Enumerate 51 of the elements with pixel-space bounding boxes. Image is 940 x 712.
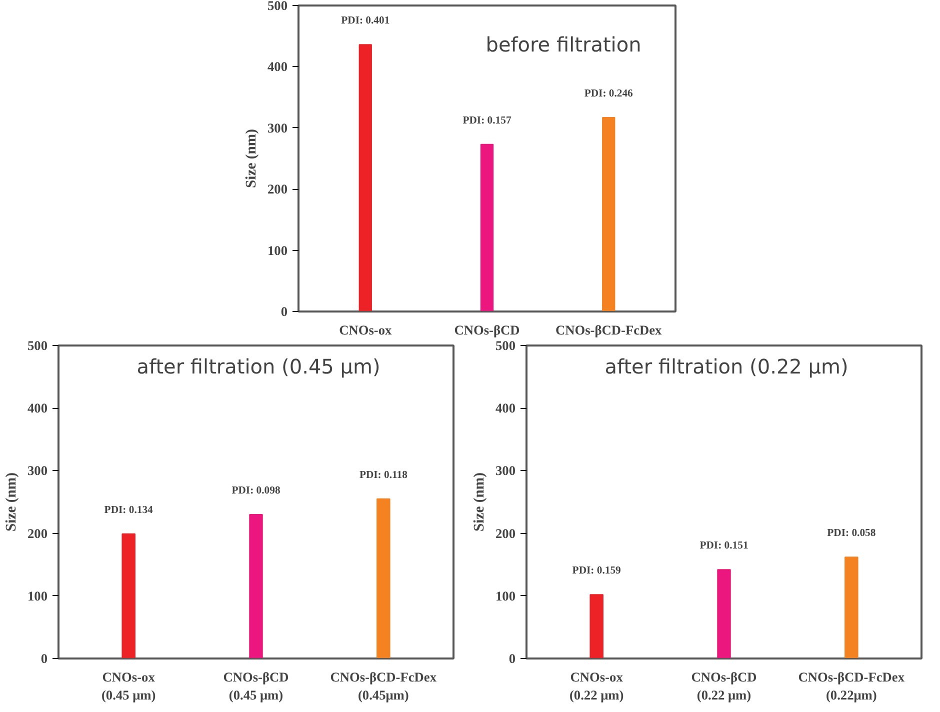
bar — [717, 569, 731, 658]
y-axis-title: Size (nm) — [244, 128, 260, 188]
annotation: PDI: 0.098 — [232, 486, 280, 497]
y-tick-label: 500 — [496, 338, 516, 353]
y-tick-label: 500 — [268, 0, 288, 13]
y-tick-label: 0 — [508, 651, 516, 666]
bar — [122, 533, 136, 658]
text: after filtration (0.22 μm) — [604, 354, 848, 378]
bar — [480, 144, 494, 312]
x-tick-label: CNOs-βCD (0.22 μm) — [691, 670, 757, 702]
y-tick-label: 500 — [28, 338, 48, 353]
y-tick-label: 0 — [280, 304, 288, 319]
y-tick-label: 300 — [28, 463, 48, 478]
x-tick-label: CNOs-βCD — [454, 322, 520, 338]
y-tick-label: 300 — [496, 463, 516, 478]
bar — [844, 556, 858, 658]
y-tick-label: 200 — [496, 526, 516, 541]
annotation: PDI: 0.058 — [827, 528, 876, 540]
bar — [358, 44, 372, 312]
x-tick-label: CNOs-βCD-FcDex (0.45μm) — [330, 670, 437, 702]
x-tick-label: CNOs-βCD-FcDex — [556, 322, 662, 338]
y-axis-title: Size (nm) — [4, 472, 20, 532]
x-tick-label: CNOs-βCD (0.45 μm) — [223, 670, 289, 702]
x-tick-label: CNOs-ox — [339, 322, 392, 338]
y-tick-label: 300 — [268, 120, 288, 136]
y-tick-label: 200 — [28, 526, 48, 541]
annotation: PDI: 0.157 — [462, 115, 512, 126]
bar — [590, 594, 604, 658]
text: before filtration — [486, 32, 642, 56]
annotation: PDI: 0.118 — [359, 470, 408, 481]
annotation: PDI: 0.401 — [341, 16, 390, 27]
y-tick-label: 100 — [268, 242, 288, 258]
x-tick-label: CNOs-ox (0.45 μm) — [101, 670, 156, 702]
y-tick-label: 200 — [268, 182, 288, 197]
bar — [602, 116, 616, 312]
annotation: PDI: 0.151 — [700, 540, 748, 552]
y-tick-label: 400 — [268, 59, 288, 74]
annotation: PDI: 0.134 — [104, 504, 154, 516]
annotation: PDI: 0.246 — [584, 88, 634, 100]
x-tick-label: CNOs-ox (0.22 μm) — [569, 670, 624, 702]
y-tick-label: 0 — [40, 651, 48, 666]
bar — [249, 514, 263, 658]
y-tick-label: 400 — [496, 400, 516, 416]
y-tick-label: 100 — [28, 588, 48, 604]
y-axis-title: Size (nm) — [472, 472, 488, 532]
y-tick-label: 100 — [496, 588, 516, 604]
bar — [376, 498, 390, 658]
y-tick-label: 400 — [28, 400, 48, 416]
annotation: PDI: 0.159 — [572, 566, 621, 577]
x-tick-label: CNOs-βCD-FcDex (0.22μm) — [798, 670, 905, 702]
text: after filtration (0.45 μm) — [136, 354, 380, 378]
